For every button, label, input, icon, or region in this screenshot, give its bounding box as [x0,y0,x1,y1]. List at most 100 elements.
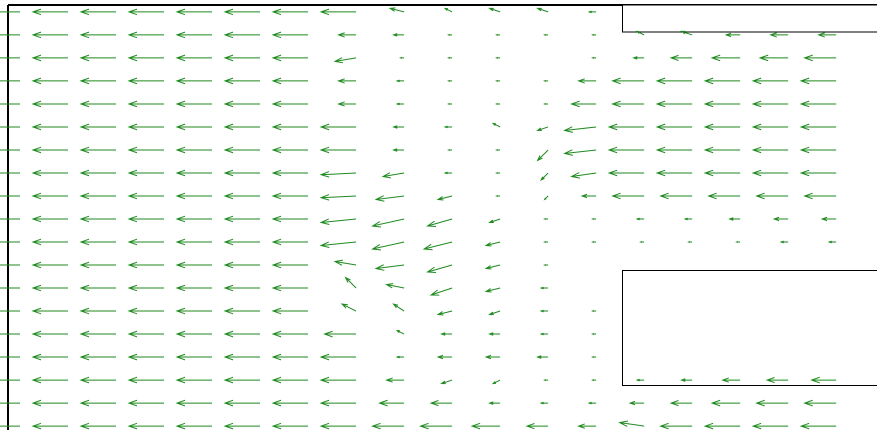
arrow [127,100,165,108]
arrow [703,123,741,131]
arrow [803,399,837,407]
arrow [735,241,741,243]
arrow [751,422,789,430]
arrow [422,241,453,251]
arrow [127,77,165,85]
arrow [127,284,165,292]
arrow [223,422,261,430]
arrow [175,100,213,108]
arrow [655,77,693,85]
arrow [443,171,453,175]
arrow [539,401,549,405]
arrow [0,195,21,197]
arrow [484,354,501,360]
arrow [495,103,501,105]
arrow [536,355,549,359]
arrow [543,379,549,381]
arrow [271,422,309,430]
arrow [79,31,117,39]
arrow [271,123,309,131]
arrow [447,149,453,151]
arrow [392,148,405,152]
arrow [319,399,357,407]
arrow [525,423,549,430]
arrow [703,146,741,154]
arrow [632,56,645,60]
arrow [570,172,597,179]
arrow [127,146,165,154]
arrow [495,195,501,197]
arrow [580,193,597,199]
arrow [31,146,69,154]
arrow [799,100,837,108]
arrow [751,123,789,131]
obstacle-top [622,4,877,33]
arrow [728,217,741,221]
arrow [319,218,357,225]
arrow [765,377,789,384]
arrow [127,330,165,338]
arrow [488,401,501,405]
arrow [563,149,597,156]
arrow [669,54,693,61]
arrow [223,330,261,338]
arrow [703,100,741,108]
arrow [271,284,309,292]
arrow [31,31,69,39]
arrow [772,216,789,222]
arrow [175,123,213,131]
arrow [31,376,69,384]
arrow [271,77,309,85]
arrow [721,377,741,383]
arrow [543,103,549,105]
arrow [543,34,549,36]
arrow [655,100,693,108]
arrow [447,34,453,36]
arrow [429,287,453,296]
arrow [79,238,117,246]
arrow [79,54,117,62]
arrow [31,422,69,430]
arrow [0,149,21,151]
arrow [374,264,405,271]
arrow [79,77,117,85]
arrow [223,376,261,384]
arrow [591,333,597,335]
arrow [223,261,261,269]
arrow [755,192,789,200]
arrow [703,77,741,85]
arrow [799,123,837,131]
arrow [591,310,597,312]
arrow [803,192,837,200]
arrow [0,103,21,105]
arrow [591,356,597,358]
arrow [0,287,21,289]
arrow [31,215,69,223]
arrow [751,77,789,85]
arrow [127,31,165,39]
arrow [175,261,213,269]
arrow [271,261,309,269]
arrow [0,264,21,266]
arrow [223,100,261,108]
arrow [436,195,453,201]
arrow [655,146,693,154]
arrow [655,169,693,177]
arrow [175,54,213,62]
arrow [223,123,261,131]
arrow [175,376,213,384]
arrow [395,329,405,335]
arrow [611,77,645,85]
arrow [540,172,549,182]
arrow [607,146,645,154]
arrow [0,126,21,128]
arrow [591,34,597,36]
arrow [543,80,549,82]
arrow [488,7,501,13]
arrow [333,57,357,64]
arrow [577,78,597,84]
arrow [447,103,453,105]
arrow [683,217,693,221]
arrow [817,32,837,38]
